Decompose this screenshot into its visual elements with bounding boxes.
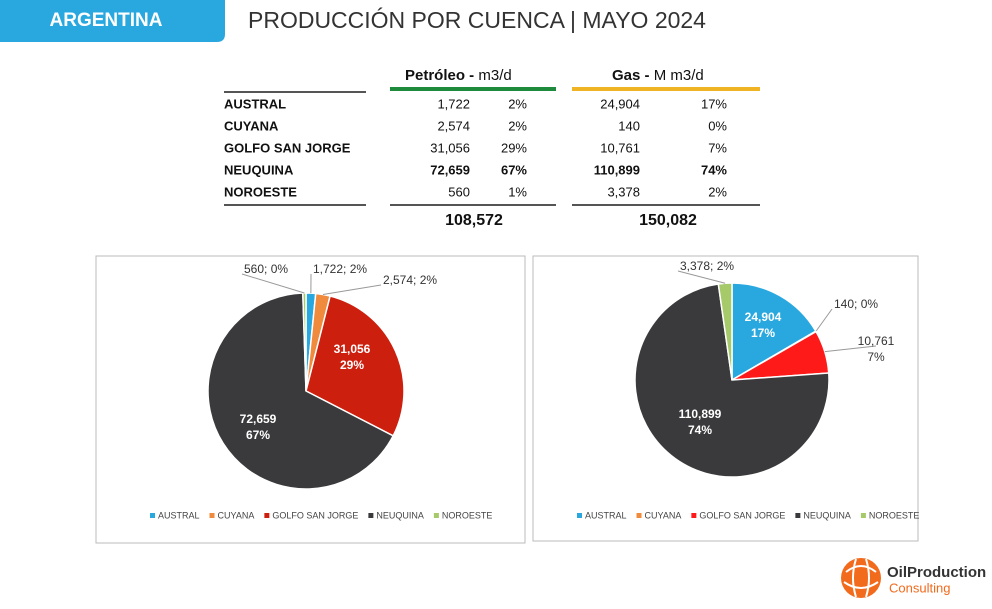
cell: 2% xyxy=(508,118,527,133)
legend-swatch xyxy=(368,513,373,518)
legend-label: GOLFO SAN JORGE xyxy=(272,510,358,520)
table: Petróleo - m3/d Gas - M m3/d AUSTRAL 1,72… xyxy=(224,67,760,229)
cell: 17% xyxy=(701,96,727,111)
cell: 3,378 xyxy=(607,184,640,199)
cell: 0% xyxy=(708,118,727,133)
cell: 2% xyxy=(708,184,727,199)
row-label: NEUQUINA xyxy=(224,162,294,177)
data-label-line: 67% xyxy=(246,428,270,442)
legend-label: CUYANA xyxy=(645,510,682,520)
data-label-line: 2,574; 2% xyxy=(383,273,437,287)
cell: 31,056 xyxy=(430,140,470,155)
data-label: 2,574; 2% xyxy=(383,273,437,287)
cell: 2% xyxy=(508,96,527,111)
legend-label: GOLFO SAN JORGE xyxy=(699,510,785,520)
legend-label: NEUQUINA xyxy=(803,510,851,520)
country: ARGENTINA xyxy=(50,10,163,31)
legend-label: NOROESTE xyxy=(442,510,493,520)
legend-label: AUSTRAL xyxy=(158,510,200,520)
data-label-line: 72,659 xyxy=(240,412,277,426)
gas-header-name: Gas - xyxy=(612,67,650,84)
data-label-line: 110,899 xyxy=(679,407,722,421)
legend-swatch xyxy=(795,513,800,518)
row-label: AUSTRAL xyxy=(224,96,286,111)
row-label: CUYANA xyxy=(224,118,279,133)
legend-swatch xyxy=(691,513,696,518)
cell: 10,761 xyxy=(600,140,640,155)
oil-rule xyxy=(390,87,556,91)
logo-icon xyxy=(841,558,881,598)
oil-header-name: Petróleo - xyxy=(405,67,474,84)
data-label: 3,378; 2% xyxy=(680,259,734,273)
legend-swatch xyxy=(150,513,155,518)
cell: 67% xyxy=(501,162,527,177)
rule xyxy=(224,204,366,206)
logo-name: OilProduction xyxy=(887,564,986,581)
legend-swatch xyxy=(434,513,439,518)
row-label: NOROESTE xyxy=(224,184,297,199)
legend-swatch xyxy=(264,513,269,518)
data-label-line: 3,378; 2% xyxy=(680,259,734,273)
data-label-line: 140; 0% xyxy=(834,297,878,311)
data-label-line: 10,761 xyxy=(858,334,895,348)
legend-swatch xyxy=(210,513,215,518)
cell: 110,899 xyxy=(594,162,640,177)
data-label-line: 1,722; 2% xyxy=(313,262,367,276)
cell: 560 xyxy=(448,184,470,199)
data-label-line: 17% xyxy=(751,326,775,340)
total: 150,082 xyxy=(639,212,697,229)
total: 108,572 xyxy=(445,212,503,229)
data-label-line: 31,056 xyxy=(334,342,371,356)
legend-label: CUYANA xyxy=(218,510,255,520)
cell: 2,574 xyxy=(437,118,470,133)
logo: OilProduction Consulting xyxy=(841,558,986,598)
legend-label: NOROESTE xyxy=(869,510,920,520)
cell: 24,904 xyxy=(600,96,640,111)
data-label-line: 560; 0% xyxy=(244,262,288,276)
rule xyxy=(572,204,760,206)
data-label: 1,722; 2% xyxy=(313,262,367,276)
cell: 74% xyxy=(701,162,727,177)
data-label-line: 74% xyxy=(688,423,712,437)
oil-header-unit: m3/d xyxy=(478,67,511,84)
legend-swatch xyxy=(577,513,582,518)
cell: 140 xyxy=(618,118,640,133)
logo-sub: Consulting xyxy=(889,580,950,595)
oil-header: Petróleo - m3/d xyxy=(405,67,512,84)
data-label-line: 24,904 xyxy=(745,310,782,324)
cell: 1% xyxy=(508,184,527,199)
gas-rule xyxy=(572,87,760,91)
cell: 29% xyxy=(501,140,527,155)
legend-label: AUSTRAL xyxy=(585,510,627,520)
rule xyxy=(390,204,556,206)
legend-swatch xyxy=(861,513,866,518)
row-label: GOLFO SAN JORGE xyxy=(224,140,351,155)
data-label-line: 7% xyxy=(867,350,885,364)
cell: 7% xyxy=(708,140,727,155)
legend-label: NEUQUINA xyxy=(376,510,424,520)
rule xyxy=(224,91,366,93)
legend-swatch xyxy=(637,513,642,518)
title: PRODUCCIÓN POR CUENCA | MAYO 2024 xyxy=(248,7,706,33)
data-label: 140; 0% xyxy=(834,297,878,311)
data-label-line: 29% xyxy=(340,358,364,372)
data-label: 560; 0% xyxy=(244,262,288,276)
gas-header-unit: M m3/d xyxy=(654,67,704,84)
gas-header: Gas - M m3/d xyxy=(612,67,704,84)
cell: 72,659 xyxy=(430,162,470,177)
cell: 1,722 xyxy=(437,96,470,111)
